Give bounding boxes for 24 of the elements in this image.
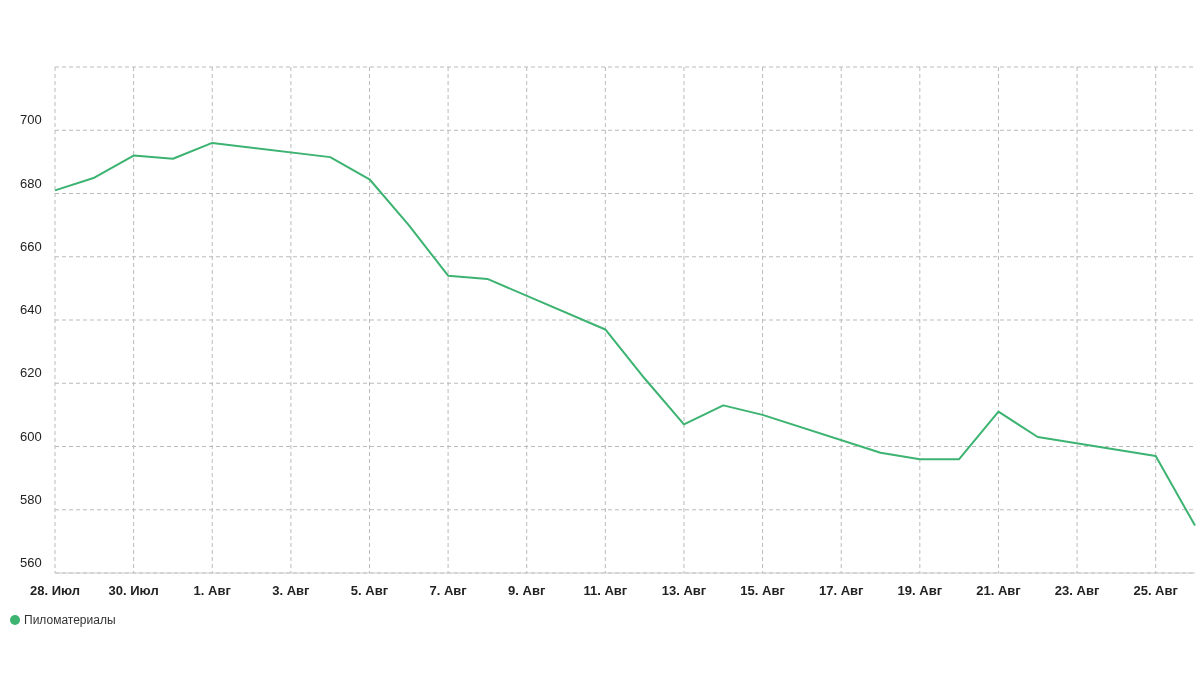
x-tick-label: 3. Авг	[272, 583, 311, 598]
y-tick-label: 600	[20, 428, 42, 444]
y-tick-label: 660	[20, 238, 42, 254]
x-tick-label: 19. Авг	[897, 583, 943, 598]
x-tick-label: 11. Авг	[583, 583, 628, 598]
x-tick-label: 13. Авг	[661, 583, 707, 598]
x-tick-label: 23. Авг	[1054, 583, 1100, 598]
x-tick-label: 1. Авг	[193, 583, 232, 598]
x-tick-label: 28. Июл	[29, 583, 81, 598]
x-tick-label: 5. Авг	[350, 583, 389, 598]
y-tick-label: 560	[20, 555, 42, 570]
x-tick-label: 17. Авг	[818, 583, 865, 598]
x-tick-label: 9. Авг	[508, 583, 546, 598]
x-tick-label: 30. Июл	[108, 583, 159, 598]
y-tick-label: 680	[20, 175, 42, 191]
y-tick-label: 640	[20, 302, 42, 317]
x-tick-label: 15. Авг	[740, 583, 786, 598]
y-tick-label: 620	[20, 365, 42, 381]
y-tick-label: 700	[20, 112, 42, 128]
y-tick-label: 580	[20, 491, 42, 507]
x-tick-label: 21. Авг	[976, 583, 1022, 598]
x-tick-label: 25. Авг	[1133, 583, 1179, 598]
legend-label: Пиломатериалы	[24, 613, 116, 627]
x-tick-label: 7. Авг	[429, 583, 468, 598]
